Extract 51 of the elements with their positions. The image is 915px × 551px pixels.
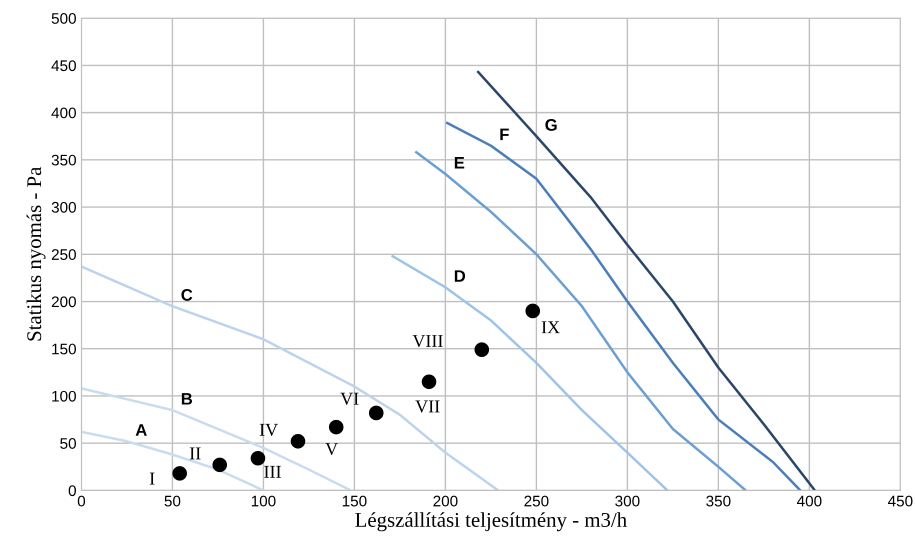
data-label: VII [415,400,440,413]
data-label: IX [542,321,560,334]
data-label: II [190,448,201,460]
y-tick-label: 150 [52,344,76,354]
y-tick-label: 250 [52,249,76,260]
point [474,342,490,357]
series-label: G [545,119,557,131]
y-tick-label: 300 [52,202,76,213]
point [290,434,306,449]
x-tick-label: 200 [433,496,458,506]
point [368,406,384,420]
series-label: B [182,393,192,405]
data-label: III [264,466,281,478]
x-tick-label: 350 [706,496,731,506]
y-tick-label: 50 [60,438,76,449]
data-label: V [325,443,338,456]
x-tick-label: 100 [252,496,276,506]
point [422,374,436,390]
series-label: F [500,128,509,140]
data-label: VI [340,392,359,405]
y-tick-label: 350 [52,154,76,166]
x-tick-label: 150 [342,496,367,506]
x-tick-label: 450 [888,496,913,506]
point [525,304,540,318]
line-series [391,254,669,490]
x-tick-label: 0 [78,496,86,506]
y-axis-title: Statikus nyomás - Pa [26,166,46,341]
x-tick-label: 300 [615,496,640,506]
point [172,466,187,481]
x-tick-label: 400 [796,496,822,506]
line-series [476,70,816,490]
data-label: IV [260,424,278,436]
y-tick-label: 100 [52,390,76,402]
series-label: D [454,270,466,282]
y-tick-label: 450 [51,60,76,72]
series-label: A [136,424,147,436]
y-tick-label: 500 [52,13,76,24]
point [212,458,228,472]
x-axis-title: Légszállítási teljesítmény - m3/h [355,512,627,532]
series-label: C [181,289,192,301]
y-tick-label: 200 [52,296,76,308]
line-series [81,265,500,490]
data-label: VIII [412,335,443,348]
y-tick-label: 400 [51,107,76,118]
series-label: E [454,156,464,168]
point [328,420,344,434]
y-tick-label: 0 [68,485,76,496]
x-tick-label: 50 [164,496,180,506]
x-tick-label: 250 [524,496,549,506]
data-label: I [150,472,155,484]
point [250,450,266,466]
